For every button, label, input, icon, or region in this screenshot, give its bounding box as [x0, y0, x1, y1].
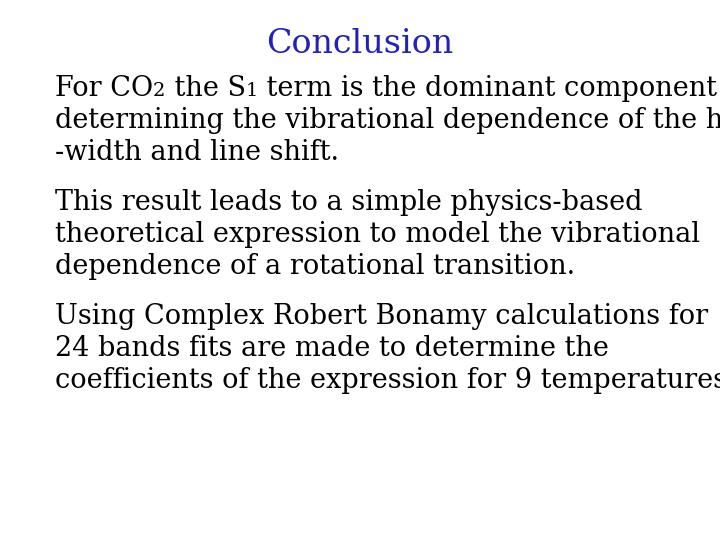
Text: the S: the S: [166, 75, 246, 102]
Text: Conclusion: Conclusion: [266, 28, 454, 60]
Text: Using Complex Robert Bonamy calculations for: Using Complex Robert Bonamy calculations…: [55, 303, 708, 330]
Text: This result leads to a simple physics-based: This result leads to a simple physics-ba…: [55, 189, 642, 216]
Text: 1: 1: [246, 82, 258, 99]
Text: term is the dominant component in: term is the dominant component in: [258, 75, 720, 102]
Text: theoretical expression to model the vibrational: theoretical expression to model the vibr…: [55, 221, 700, 248]
Text: dependence of a rotational transition.: dependence of a rotational transition.: [55, 253, 575, 280]
Text: 2: 2: [153, 82, 166, 99]
Text: determining the vibrational dependence of the half: determining the vibrational dependence o…: [55, 107, 720, 134]
Text: 24 bands fits are made to determine the: 24 bands fits are made to determine the: [55, 335, 609, 362]
Text: For CO: For CO: [55, 75, 153, 102]
Text: -width and line shift.: -width and line shift.: [55, 139, 339, 166]
Text: coefficients of the expression for 9 temperatures: coefficients of the expression for 9 tem…: [55, 367, 720, 394]
